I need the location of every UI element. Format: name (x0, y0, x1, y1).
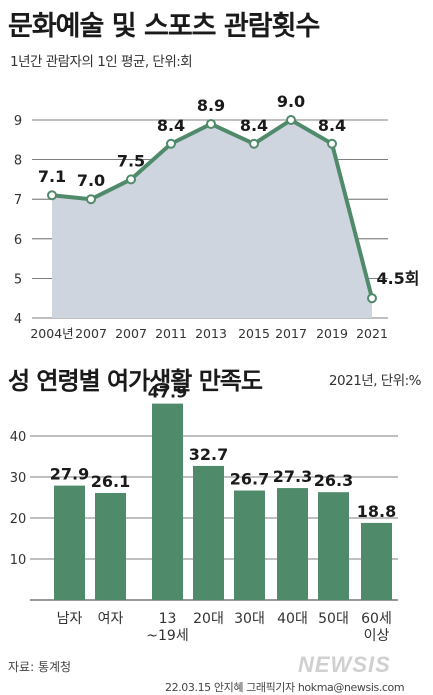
chart1-x-tick: 2015 (238, 326, 270, 341)
chart2-data-label: 18.8 (357, 502, 396, 521)
chart1-x-tick: 2019 (316, 326, 348, 341)
chart1-point (126, 174, 136, 185)
newsis-logo: NEWSIS (298, 652, 391, 677)
chart1-point (206, 118, 216, 129)
chart2-x-tick: 50대 (318, 611, 349, 627)
chart1-data-label: 9.0 (277, 92, 305, 111)
chart2-data-label: 47.9 (148, 383, 187, 402)
chart2-data-label: 26.3 (314, 471, 353, 490)
chart2-data-label: 27.9 (50, 465, 89, 484)
chart1-area (52, 120, 372, 318)
chart2-bar (361, 522, 392, 600)
chart1-y-tick: 5 (14, 272, 22, 287)
chart2-x-tick: 여자 (98, 611, 124, 627)
chart1-title: 문화예술 및 스포츠 관람횟수 (8, 11, 320, 42)
chart1-point (47, 190, 57, 201)
chart1-y-tick: 9 (14, 114, 22, 129)
chart2-x-tick: 13 ~19세 (146, 611, 188, 644)
chart2-data-label: 27.3 (273, 467, 312, 486)
chart2-y-tick: 40 (10, 430, 27, 445)
chart1-data-label: 7.1 (38, 167, 66, 186)
chart1-point (367, 293, 377, 304)
chart1-y-tick: 8 (14, 154, 22, 169)
chart1-point (249, 138, 259, 149)
chart1-subtitle: 1년간 관람자의 1인 평균, 단위:회 (10, 54, 193, 70)
chart2-x-tick: 30대 (234, 611, 265, 627)
chart2-y-tick: 30 (10, 471, 27, 486)
chart2-subtitle: 2021년, 단위:% (328, 373, 422, 389)
chart2-bar (54, 485, 85, 600)
chart2-y-tick: 20 (10, 512, 27, 527)
chart1-data-label: 8.4 (157, 116, 185, 135)
chart2-data-label: 26.1 (91, 472, 130, 491)
chart2-bar (95, 492, 126, 600)
chart2-bar (234, 490, 265, 600)
chart1-data-label: 8.4 (240, 116, 268, 135)
chart2-data-label: 26.7 (230, 470, 269, 489)
chart1-y-tick: 6 (14, 233, 22, 248)
chart1-data-label: 7.0 (77, 171, 105, 190)
chart1-data-label: 8.9 (197, 96, 225, 115)
chart1-x-tick: 2011 (155, 326, 187, 341)
chart2-x-tick: 40대 (277, 611, 308, 627)
chart1-y-tick: 7 (14, 193, 22, 208)
chart2-title: 성 연령별 여가생활 만족도 (8, 367, 263, 395)
chart2-data-label: 32.7 (189, 445, 228, 464)
credit-line: 22.03.15 안지혜 그래픽기자 hokma@newsis.com (165, 681, 405, 694)
chart2-x-tick: 60세 이상 (361, 611, 392, 644)
chart1-x-tick: 2013 (195, 326, 227, 341)
chart1-y-tick: 4 (14, 312, 22, 327)
chart1-data-label: 8.4 (318, 116, 346, 135)
chart1-x-tick: 2021 (356, 326, 388, 341)
chart1-point (327, 138, 337, 149)
chart1-x-tick: 2007 (115, 326, 147, 341)
source-note: 자료: 통계청 (8, 660, 72, 674)
chart1-point (86, 194, 96, 205)
chart2-bar (277, 488, 308, 600)
chart2-x-tick: 20대 (193, 611, 224, 627)
chart1-data-label: 4.5회 (376, 269, 419, 288)
chart1-x-tick: 2007 (75, 326, 107, 341)
chart1-data-label: 7.5 (117, 151, 145, 170)
chart2-x-tick: 남자 (57, 611, 83, 627)
chart2-bar (152, 403, 183, 600)
chart2-y-tick: 10 (10, 553, 27, 568)
chart2-bar (318, 492, 349, 600)
chart1-point (286, 115, 296, 125)
chart2-bar (193, 465, 224, 600)
chart1-point (166, 138, 176, 149)
chart1-x-tick: 2017 (275, 326, 307, 341)
chart1-x-tick: 2004년 (30, 326, 73, 341)
